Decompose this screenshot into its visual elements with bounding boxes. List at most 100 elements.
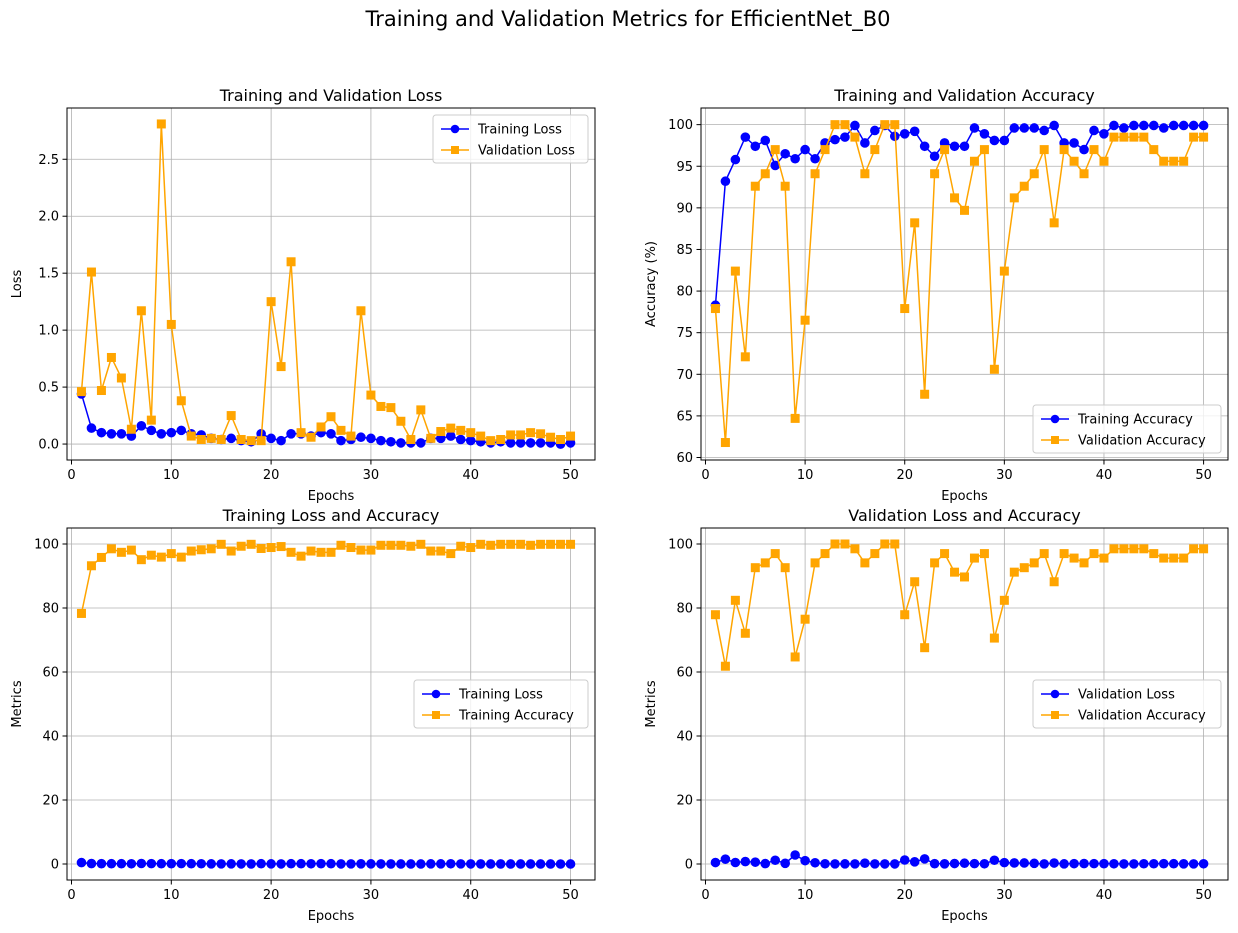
y-tick-label: 75: [676, 326, 693, 341]
data-point: [1079, 144, 1089, 155]
data-point: [226, 433, 236, 444]
x-axis-label: Epochs: [941, 909, 988, 924]
data-point: [505, 438, 516, 448]
data-point: [1198, 858, 1209, 869]
data-point: [1089, 549, 1099, 559]
data-point: [505, 859, 516, 869]
data-point: [900, 304, 910, 314]
data-point: [376, 540, 386, 550]
data-point: [136, 421, 147, 431]
data-point: [960, 205, 969, 215]
data-point: [1148, 120, 1159, 131]
data-point: [466, 543, 476, 553]
data-point: [1049, 858, 1059, 868]
data-point: [196, 545, 206, 555]
data-point: [1029, 558, 1039, 568]
data-point: [840, 539, 850, 549]
data-point: [730, 154, 741, 165]
data-point: [929, 151, 940, 162]
legend-label: Training Accuracy: [1077, 413, 1193, 428]
data-point: [949, 141, 960, 152]
data-point: [296, 428, 306, 438]
data-point: [366, 390, 376, 400]
data-point: [356, 859, 366, 869]
data-point: [1059, 549, 1069, 559]
data-point: [416, 405, 426, 415]
data-point: [810, 857, 820, 868]
data-point: [436, 546, 446, 556]
data-point: [326, 428, 336, 439]
data-point: [246, 859, 256, 869]
data-point: [316, 858, 326, 869]
data-point: [969, 553, 979, 563]
data-point: [770, 855, 781, 866]
data-point: [730, 857, 741, 868]
data-point: [226, 411, 236, 421]
data-point: [176, 552, 186, 562]
data-point: [466, 428, 476, 438]
legend-label: Validation Loss: [478, 144, 575, 159]
data-point: [969, 858, 980, 869]
data-point: [710, 610, 720, 620]
data-point: [246, 539, 256, 549]
data-point: [810, 558, 820, 568]
data-point: [1158, 858, 1169, 869]
y-tick-label: 1.5: [38, 267, 59, 282]
legend-box: [432, 114, 589, 164]
data-point: [720, 176, 731, 187]
data-point: [96, 427, 107, 438]
legend-label: Validation Accuracy: [1078, 709, 1206, 724]
data-point: [86, 561, 96, 571]
data-point: [979, 858, 990, 869]
x-tick-label: 10: [163, 468, 180, 483]
data-point: [456, 425, 466, 435]
x-tick-label: 50: [562, 468, 579, 483]
data-point: [96, 552, 106, 562]
data-point: [1198, 120, 1209, 131]
data-point: [1199, 544, 1209, 554]
data-point: [1109, 858, 1119, 869]
data-point: [780, 148, 790, 159]
data-point: [256, 858, 266, 869]
data-point: [770, 145, 780, 155]
data-point: [1019, 563, 1029, 573]
data-point: [959, 141, 970, 152]
data-point: [1039, 859, 1049, 869]
data-point: [740, 132, 751, 142]
legend-box: [1032, 679, 1222, 729]
data-point: [336, 425, 346, 435]
y-tick-label: 80: [676, 602, 693, 617]
y-tick-label: 100: [668, 538, 693, 553]
data-point: [1139, 120, 1149, 131]
data-point: [485, 859, 496, 869]
data-point: [156, 858, 167, 869]
y-tick-label: 1.0: [38, 324, 59, 339]
y-tick-label: 60: [42, 666, 59, 681]
data-point: [1139, 132, 1149, 142]
legend-marker: [432, 711, 440, 719]
data-point: [860, 169, 870, 179]
data-point: [880, 539, 890, 549]
x-tick-label: 30: [363, 888, 380, 903]
data-point: [446, 423, 456, 433]
data-point: [1089, 145, 1099, 155]
data-point: [336, 859, 346, 869]
data-point: [346, 431, 356, 441]
data-point: [1188, 120, 1199, 131]
data-point: [720, 854, 731, 864]
data-point: [989, 855, 1000, 866]
data-point: [76, 387, 86, 397]
x-tick-label: 0: [67, 888, 75, 903]
y-tick-label: 100: [668, 118, 693, 133]
data-point: [1019, 858, 1030, 868]
data-point: [455, 859, 466, 869]
x-axis-label: Epochs: [308, 489, 355, 504]
data-point: [930, 558, 940, 568]
data-point: [800, 855, 810, 866]
series-line: [714, 543, 1204, 667]
data-point: [1069, 138, 1079, 148]
data-point: [920, 389, 930, 399]
data-point: [496, 539, 506, 549]
data-point: [1178, 859, 1189, 869]
data-point: [850, 859, 860, 869]
